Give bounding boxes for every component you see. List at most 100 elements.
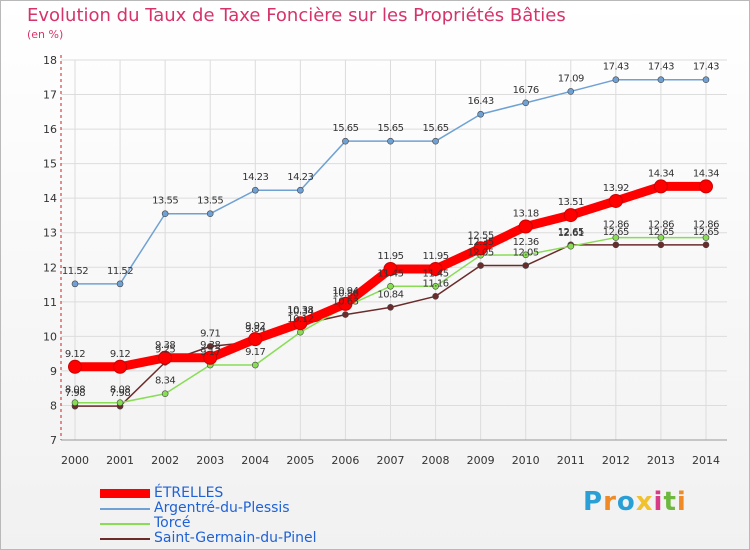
data-label: 13.92 <box>603 183 629 194</box>
data-point <box>383 262 398 276</box>
data-label: 15.65 <box>332 123 358 134</box>
data-point <box>113 359 128 374</box>
data-label: 13.55 <box>197 196 223 207</box>
legend-label: ÉTRELLES <box>154 485 224 501</box>
data-label: 12.05 <box>513 248 539 259</box>
data-label: 12.86 <box>693 220 719 231</box>
data-point <box>612 76 620 83</box>
data-point <box>522 262 530 269</box>
data-label: 10.34 <box>287 307 313 318</box>
x-tick-label: 2012 <box>602 454 630 467</box>
x-tick-label: 2006 <box>331 454 359 467</box>
data-point <box>293 316 308 331</box>
legend-label: Saint-Germain-du-Pinel <box>154 530 317 546</box>
data-point <box>387 137 394 145</box>
data-point <box>297 186 304 194</box>
data-label: 9.17 <box>200 347 220 358</box>
data-point <box>251 186 259 194</box>
data-point <box>432 282 439 290</box>
data-point <box>522 251 530 259</box>
data-label: 11.52 <box>107 266 133 277</box>
data-point <box>116 280 124 288</box>
data-label: 12.05 <box>468 248 494 259</box>
data-point <box>702 76 710 83</box>
data-label: 7.98 <box>110 388 130 399</box>
data-label: 17.43 <box>603 62 629 73</box>
data-label: 12.65 <box>693 227 719 238</box>
x-tick-label: 2007 <box>376 454 404 467</box>
data-point <box>702 241 710 249</box>
data-label: 9.25 <box>155 344 175 355</box>
data-label: 15.65 <box>422 123 448 134</box>
data-point <box>522 99 530 107</box>
data-point <box>68 359 82 374</box>
data-label: 13.55 <box>152 196 178 207</box>
x-tick-label: 2014 <box>692 454 720 467</box>
data-label: 8.08 <box>65 385 85 396</box>
logo-letter: x <box>635 487 654 517</box>
data-label: 15.65 <box>377 123 403 134</box>
logo-letter: t <box>663 487 677 517</box>
data-label: 11.45 <box>422 268 448 279</box>
data-point <box>71 280 79 288</box>
data-label: 17.43 <box>693 62 719 73</box>
data-label: 14.23 <box>287 172 313 183</box>
data-point <box>473 241 488 256</box>
data-label: 9.17 <box>245 347 265 358</box>
data-point <box>563 208 578 223</box>
data-label: 13.18 <box>513 209 539 220</box>
x-tick-label: 2009 <box>467 454 495 467</box>
data-point <box>698 179 713 194</box>
data-point <box>612 241 620 249</box>
data-label: 14.34 <box>648 168 674 179</box>
logo-letter: i <box>653 487 664 517</box>
data-label: 12.61 <box>558 228 584 239</box>
data-label: 17.43 <box>648 62 674 73</box>
data-point <box>612 234 620 241</box>
data-point <box>206 343 214 350</box>
logo-letter: o <box>616 487 636 517</box>
x-tick-label: 2013 <box>647 454 675 467</box>
data-label: 9.71 <box>200 328 220 339</box>
data-point <box>251 361 259 369</box>
data-label: 11.95 <box>422 251 448 262</box>
data-point <box>203 350 218 365</box>
data-point <box>608 193 623 208</box>
y-tick-label: 11 <box>43 296 57 309</box>
data-label: 12.65 <box>558 227 584 238</box>
data-label: 9.12 <box>65 349 85 360</box>
data-point <box>657 76 665 83</box>
legend-label: Argentré-du-Plessis <box>154 500 290 516</box>
data-point <box>161 390 169 398</box>
data-label: 9.12 <box>110 349 130 360</box>
legend-swatch <box>100 508 150 510</box>
legend-swatch <box>100 538 150 540</box>
y-tick-label: 15 <box>43 158 57 171</box>
data-label: 11.16 <box>422 278 448 289</box>
data-point <box>158 350 173 365</box>
data-point <box>432 292 439 300</box>
data-point <box>657 241 665 249</box>
data-point <box>477 110 484 118</box>
data-label: 12.86 <box>603 220 629 231</box>
data-point <box>71 399 79 406</box>
logo-letter: r <box>603 487 617 517</box>
data-label: 17.09 <box>558 73 584 84</box>
data-label: 12.55 <box>468 230 494 241</box>
y-tick-label: 18 <box>43 54 57 67</box>
data-label: 9.92 <box>245 321 265 332</box>
x-tick-label: 2005 <box>286 454 314 467</box>
data-label: 16.76 <box>513 85 539 96</box>
data-label: 8.08 <box>110 385 130 396</box>
legend-swatch <box>100 489 150 498</box>
proxiti-logo: Proxiti <box>583 487 687 517</box>
y-tick-label: 12 <box>43 261 57 274</box>
data-label: 11.95 <box>377 251 403 262</box>
data-point <box>428 262 443 276</box>
data-label: 10.12 <box>287 314 313 325</box>
data-point <box>387 304 394 311</box>
y-tick-label: 9 <box>50 365 57 378</box>
data-label: 8.34 <box>155 376 175 387</box>
data-label: 9.38 <box>200 340 220 351</box>
